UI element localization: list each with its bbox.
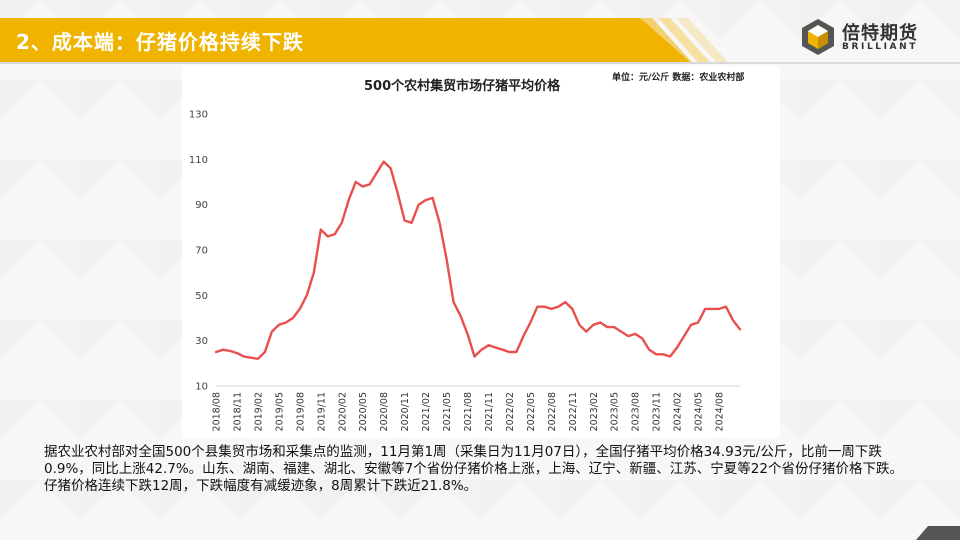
commentary-paragraph: 据农业农村部对全国500个县集贸市场和采集点的监测，11月第1周（采集日为11月…	[44, 444, 903, 477]
x-tick-label: 2019/02	[253, 392, 264, 431]
y-tick-label: 90	[195, 200, 208, 211]
y-tick-label: 30	[195, 336, 208, 347]
brand-logo: 倍特期货 BRILLIANT	[800, 17, 930, 57]
x-tick-label: 2021/11	[484, 392, 495, 431]
cube-logo-icon	[802, 19, 834, 55]
x-tick-label: 2022/05	[526, 392, 537, 431]
title-banner	[0, 18, 690, 62]
y-tick-label: 110	[189, 155, 208, 166]
x-tick-label: 2022/08	[547, 392, 558, 431]
x-tick-label: 2021/08	[463, 392, 474, 431]
x-tick-label: 2020/08	[379, 392, 390, 431]
x-tick-label: 2020/11	[400, 392, 411, 431]
x-axis: 2018/08 2018/11 2019/02 2019/05 2019/08 2019/…	[212, 385, 740, 431]
x-tick-label: 2020/05	[358, 392, 369, 431]
x-tick-label: 2020/02	[337, 392, 348, 431]
x-tick-label: 2019/08	[295, 392, 306, 431]
y-tick-label: 130	[189, 110, 208, 121]
x-tick-label: 2024/08	[715, 392, 726, 431]
x-tick-label: 2019/05	[274, 392, 285, 431]
chart-title: 500个农村集贸市场仔猪平均价格	[364, 78, 561, 94]
series-line	[214, 160, 742, 360]
x-tick-label: 2023/02	[589, 392, 600, 431]
brand-name-cn: 倍特期货	[842, 23, 918, 44]
y-tick-label: 50	[195, 291, 208, 302]
x-tick-label: 2022/02	[505, 392, 516, 431]
corner-accent	[916, 526, 960, 540]
chart-panel: 500个农村集贸市场仔猪平均价格 单位：元/公斤 数据：农业农村部 10 30 50…	[182, 66, 780, 438]
header-divider	[0, 62, 960, 64]
y-axis: 10 30 50 70 90 110 130	[189, 110, 208, 393]
x-tick-label: 2024/02	[673, 392, 684, 431]
x-tick-label: 2021/05	[442, 392, 453, 431]
chart-unit-note: 单位：元/公斤 数据：农业农村部	[612, 71, 744, 83]
x-tick-label: 2018/08	[212, 392, 223, 431]
x-tick-label: 2023/08	[631, 392, 642, 431]
commentary-text: 据农业农村部对全国500个县集贸市场和采集点的监测，11月第1周（采集日为11月…	[44, 444, 924, 495]
x-tick-label: 2024/05	[694, 392, 705, 431]
y-tick-label: 10	[195, 382, 208, 393]
piglet-price-chart: 500个农村集贸市场仔猪平均价格 单位：元/公斤 数据：农业农村部 10 30 50…	[189, 71, 745, 431]
x-tick-label: 2019/11	[316, 392, 327, 431]
y-tick-label: 70	[195, 246, 208, 257]
x-tick-label: 2021/02	[421, 392, 432, 431]
x-tick-label: 2023/05	[610, 392, 621, 431]
commentary-paragraph: 仔猪价格连续下跌12周，下跌幅度有减缓迹象，8周累计下跌近21.8%。	[44, 478, 478, 494]
series-layer	[214, 160, 742, 360]
brand-name-en: BRILLIANT	[842, 42, 918, 52]
page-title: 2、成本端：仔猪价格持续下跌	[16, 30, 304, 54]
x-tick-label: 2023/11	[652, 392, 663, 431]
x-tick-label: 2018/11	[232, 392, 243, 431]
x-tick-label: 2022/11	[568, 392, 579, 431]
